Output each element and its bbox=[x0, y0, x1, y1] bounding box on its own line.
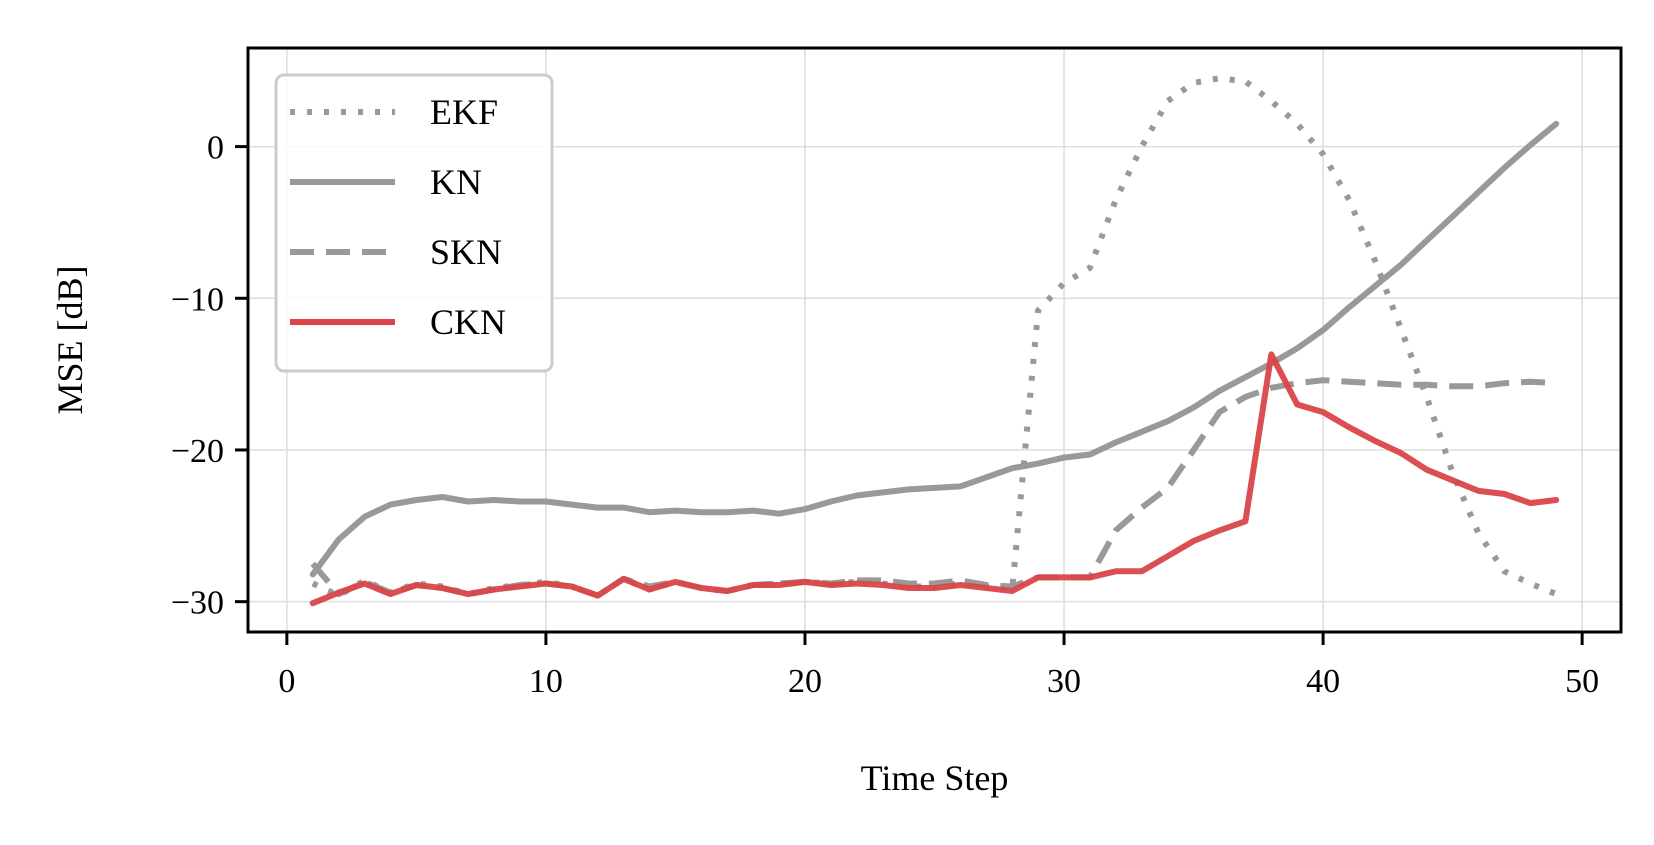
y-tick-label: 0 bbox=[207, 130, 224, 167]
y-tick-label: −20 bbox=[171, 433, 224, 470]
x-tick-label: 0 bbox=[278, 663, 295, 700]
legend-label-ckn: CKN bbox=[430, 302, 506, 342]
y-tick-label: −10 bbox=[171, 281, 224, 318]
series-line-ckn bbox=[309, 351, 1560, 607]
x-tick-label: 10 bbox=[529, 663, 563, 700]
x-tick-label: 30 bbox=[1047, 663, 1081, 700]
legend-label-skn: SKN bbox=[430, 232, 502, 272]
x-tick-label: 50 bbox=[1565, 663, 1599, 700]
plot-frame bbox=[246, 46, 1623, 634]
x-tick-label: 20 bbox=[788, 663, 822, 700]
legend: EKF KN SKN CKN bbox=[274, 73, 554, 373]
axis-ticks: 0 10 20 30 40 50 0 −10 −20 −30 bbox=[171, 130, 1599, 700]
y-tick-label: −30 bbox=[171, 585, 224, 622]
legend-label-ekf: EKF bbox=[430, 92, 498, 132]
series-line-kn bbox=[309, 120, 1560, 578]
legend-label-kn: KN bbox=[430, 162, 482, 202]
series-lines bbox=[309, 75, 1560, 607]
x-axis-title: Time Step bbox=[861, 758, 1009, 798]
y-axis-title: MSE [dB] bbox=[50, 265, 90, 414]
legend-box bbox=[274, 73, 554, 373]
x-tick-label: 40 bbox=[1306, 663, 1340, 700]
